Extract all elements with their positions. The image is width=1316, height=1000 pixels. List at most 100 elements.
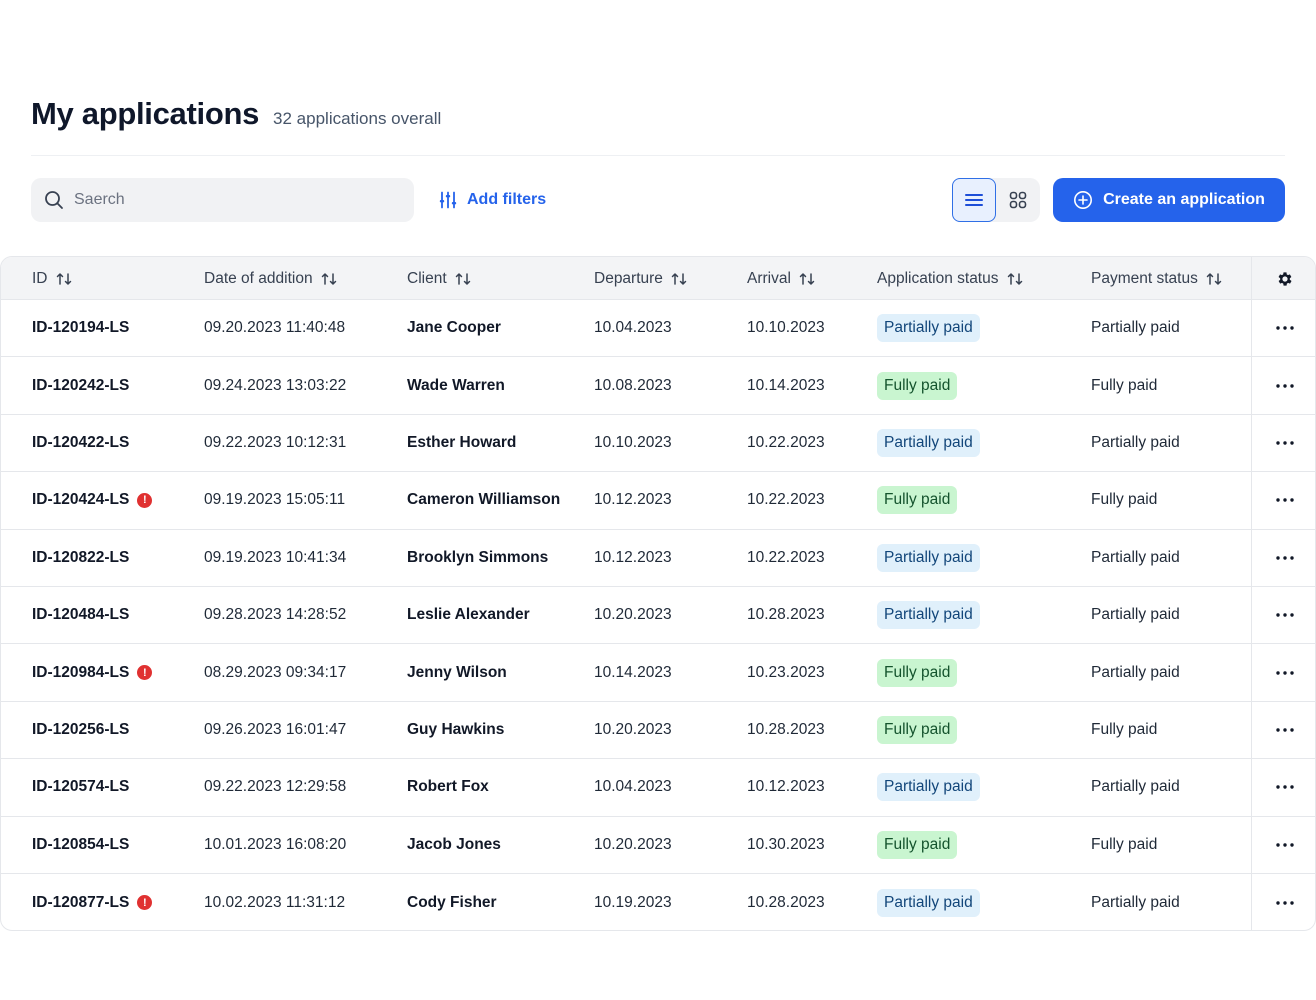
arrival-cell: 10.28.2023 [747, 587, 825, 643]
table-row[interactable]: ID-120424-LS! 09.19.2023 15:05:11 Cameron … [1, 472, 1315, 530]
table-row[interactable]: ID-120854-LS 10.01.2023 16:08:20 Jacob Jon… [1, 816, 1315, 874]
arrival-text: 10.12.2023 [747, 778, 825, 796]
id-cell: ID-120984-LS! [32, 644, 153, 700]
date-cell: 10.01.2023 16:08:20 [204, 817, 346, 873]
date-text: 10.01.2023 16:08:20 [204, 835, 347, 853]
date-cell: 08.29.2023 09:34:17 [204, 644, 346, 700]
row-actions-button[interactable] [1251, 816, 1315, 873]
date-cell: 09.19.2023 15:05:11 [204, 472, 345, 528]
column-header-label: Departure [594, 269, 663, 287]
list-view-button[interactable] [952, 178, 996, 222]
departure-cell: 10.12.2023 [594, 530, 672, 586]
table-row[interactable]: ID-120822-LS 09.19.2023 10:41:34 Brooklyn … [1, 529, 1315, 587]
date-text: 09.20.2023 11:40:48 [204, 319, 346, 337]
table-row[interactable]: ID-120877-LS! 10.02.2023 11:31:12 Cody Fis… [1, 873, 1315, 930]
arrival-cell: 10.22.2023 [747, 472, 825, 528]
id-text: ID-120194-LS [32, 319, 130, 337]
row-actions-button[interactable] [1251, 644, 1315, 701]
id-text: ID-120854-LS [32, 835, 130, 853]
row-actions-button[interactable] [1251, 414, 1315, 472]
client-cell: Jacob Jones [407, 817, 501, 873]
sliders-icon [439, 191, 457, 209]
client-cell: Wade Warren [407, 357, 505, 413]
arrival-text: 10.23.2023 [747, 663, 825, 681]
departure-text: 10.14.2023 [594, 663, 672, 681]
table-settings-button[interactable] [1251, 257, 1315, 300]
row-actions-button[interactable] [1251, 586, 1315, 644]
grid-icon [1009, 191, 1027, 209]
search-input[interactable] [74, 191, 394, 209]
add-filters-button[interactable]: Add filters [439, 178, 546, 222]
row-actions-button[interactable] [1251, 759, 1315, 816]
date-cell: 09.19.2023 10:41:34 [204, 530, 346, 586]
id-cell: ID-120242-LS [32, 357, 129, 413]
gear-icon [1278, 271, 1292, 286]
row-actions-button[interactable] [1251, 873, 1315, 930]
id-cell: ID-120822-LS [32, 530, 129, 586]
status-badge: Partially paid [877, 428, 980, 457]
column-header-label: Payment status [1091, 269, 1198, 287]
sort-icon [799, 272, 815, 285]
payment-status-text: Partially paid [1091, 606, 1180, 624]
column-header-date[interactable]: Date of addition [204, 257, 337, 300]
client-cell: Brooklyn Simmons [407, 530, 548, 586]
id-text: ID-120242-LS [32, 376, 130, 394]
row-actions-button[interactable] [1251, 701, 1315, 759]
arrival-text: 10.28.2023 [747, 606, 825, 624]
client-cell: Jenny Wilson [407, 644, 507, 700]
departure-cell: 10.10.2023 [594, 415, 672, 471]
payment-status-cell: Fully paid [1091, 702, 1157, 758]
payment-status-text: Partially paid [1091, 548, 1180, 566]
more-horizontal-icon [1275, 556, 1294, 560]
client-text: Jacob Jones [407, 835, 501, 853]
column-header-payment-status[interactable]: Payment status [1091, 257, 1222, 300]
column-header-client[interactable]: Client [407, 257, 471, 300]
table-row[interactable]: ID-120484-LS 09.28.2023 14:28:52 Leslie Al… [1, 586, 1315, 645]
column-header-arrival[interactable]: Arrival [747, 257, 815, 300]
client-text: Brooklyn Simmons [407, 548, 549, 566]
departure-text: 10.12.2023 [594, 491, 672, 509]
toolbar: Add filters Create an application [31, 178, 1285, 222]
page-title: My applications [31, 96, 260, 131]
grid-view-button[interactable] [996, 178, 1040, 222]
row-actions-button[interactable] [1251, 472, 1315, 529]
status-badge: Partially paid [877, 543, 980, 572]
table-row[interactable]: ID-120256-LS 09.26.2023 16:01:47 Guy Hawki… [1, 701, 1315, 760]
column-header-id[interactable]: ID [32, 257, 72, 300]
arrival-cell: 10.22.2023 [747, 530, 825, 586]
date-text: 09.19.2023 10:41:34 [204, 548, 347, 566]
table-row[interactable]: ID-120574-LS 09.22.2023 12:29:58 Robert Fo… [1, 759, 1315, 817]
id-text: ID-120422-LS [32, 433, 130, 451]
search-icon [45, 191, 63, 209]
departure-cell: 10.14.2023 [594, 644, 672, 700]
row-actions-button[interactable] [1251, 300, 1315, 357]
table-row[interactable]: ID-120194-LS 09.20.2023 11:40:48 Jane Coop… [1, 300, 1315, 358]
table-row[interactable]: ID-120242-LS 09.24.2023 13:03:22 Wade Warr… [1, 357, 1315, 415]
client-text: Guy Hawkins [407, 720, 505, 738]
departure-cell: 10.20.2023 [594, 587, 672, 643]
departure-text: 10.20.2023 [594, 606, 672, 624]
departure-text: 10.20.2023 [594, 835, 672, 853]
id-cell: ID-120424-LS! [32, 472, 153, 528]
create-application-button[interactable]: Create an application [1053, 178, 1285, 222]
application-status-cell: Partially paid [877, 530, 980, 586]
date-text: 09.28.2023 14:28:52 [204, 606, 347, 624]
more-horizontal-icon [1275, 670, 1294, 675]
search-box[interactable] [31, 178, 414, 222]
application-status-cell: Partially paid [877, 874, 980, 930]
application-status-cell: Fully paid [877, 472, 958, 528]
departure-text: 10.08.2023 [594, 376, 672, 394]
table-row[interactable]: ID-120984-LS! 08.29.2023 09:34:17 Jenny Wi… [1, 644, 1315, 702]
table-row[interactable]: ID-120422-LS 09.22.2023 10:12:31 Esther Ho… [1, 414, 1315, 473]
id-cell: ID-120484-LS [32, 587, 129, 643]
column-header-application-status[interactable]: Application status [877, 257, 1023, 300]
payment-status-text: Partially paid [1091, 778, 1180, 796]
status-badge: Fully paid [877, 830, 958, 859]
column-header-departure[interactable]: Departure [594, 257, 687, 300]
row-actions-button[interactable] [1251, 357, 1315, 414]
row-actions-button[interactable] [1251, 529, 1315, 586]
column-header-label: Date of addition [204, 269, 313, 287]
id-cell: ID-120422-LS [32, 415, 129, 471]
departure-text: 10.19.2023 [594, 893, 672, 911]
arrival-text: 10.10.2023 [747, 319, 825, 337]
